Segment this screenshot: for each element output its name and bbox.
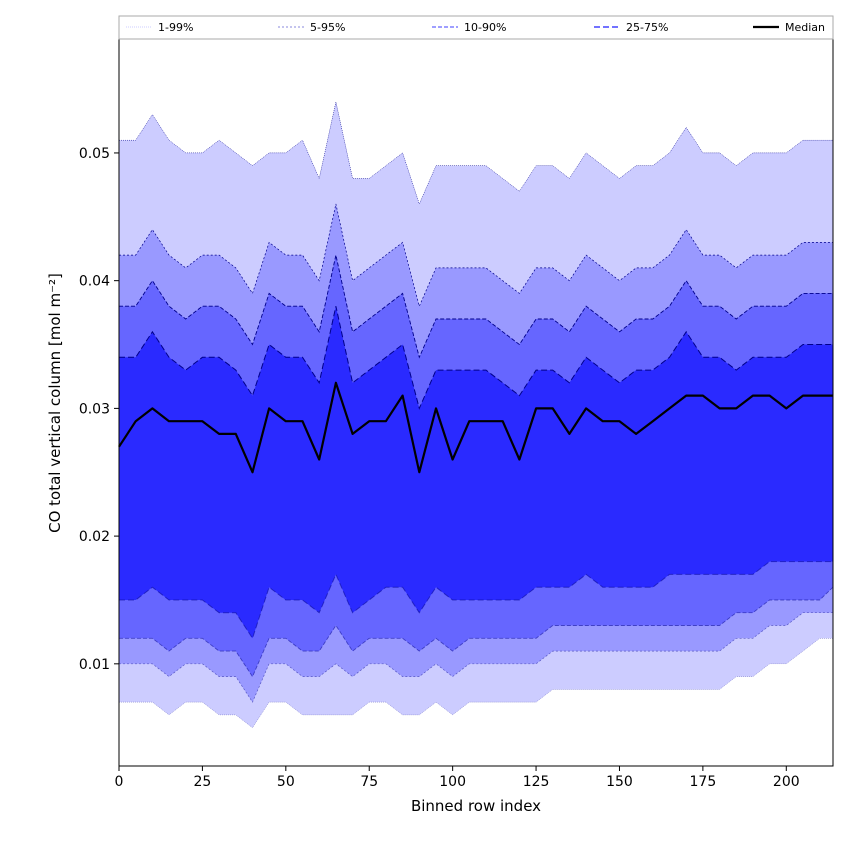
y-tick-label: 0.03 <box>79 401 110 417</box>
y-tick-label: 0.01 <box>79 657 110 673</box>
band-lower-25-75 <box>119 561 833 640</box>
y-tick-label: 0.05 <box>79 146 110 162</box>
band-lower-5-95 <box>119 612 833 703</box>
band-upper-10-90 <box>119 255 833 359</box>
legend-label: Median <box>785 21 825 34</box>
y-tick-label: 0.04 <box>79 274 110 290</box>
y-tick-label: 0.02 <box>79 529 110 545</box>
legend-layer: 1-99% 5-95% 10-90% 25-75% Median <box>118 15 834 40</box>
x-tick-label: 50 <box>277 774 295 790</box>
legend-label: 5-95% <box>310 21 345 34</box>
band-lower-1-99 <box>119 638 833 729</box>
axes-layer: 0 25 50 75 100 125 150 175 200 0.01 0.02 0.03 0.04 0.… <box>79 37 834 790</box>
y-axis-label: CO total vertical column [mol m⁻²] <box>46 273 64 533</box>
x-tick-label: 125 <box>523 774 550 790</box>
legend-box <box>118 15 834 40</box>
x-tick-label: 75 <box>360 774 378 790</box>
x-tick-label: 100 <box>439 774 466 790</box>
median-line <box>118 381 833 474</box>
x-tick-label: 200 <box>773 774 800 790</box>
bands-layer <box>119 101 834 729</box>
median-layer <box>118 381 833 474</box>
x-tick-label: 175 <box>690 774 717 790</box>
band-upper-1-99 <box>119 101 833 205</box>
band-lower-10-90 <box>119 586 834 678</box>
x-axis-label: Binned row index <box>411 797 541 815</box>
band-upper-25-75 <box>119 306 833 410</box>
legend-label: 1-99% <box>158 21 193 34</box>
band-25-75 <box>119 306 833 639</box>
legend-label: 10-90% <box>464 21 506 34</box>
x-tick-label: 150 <box>606 774 633 790</box>
x-tick-label: 0 <box>115 774 124 790</box>
x-tick-label: 25 <box>193 774 211 790</box>
legend-label: 25-75% <box>626 21 668 34</box>
